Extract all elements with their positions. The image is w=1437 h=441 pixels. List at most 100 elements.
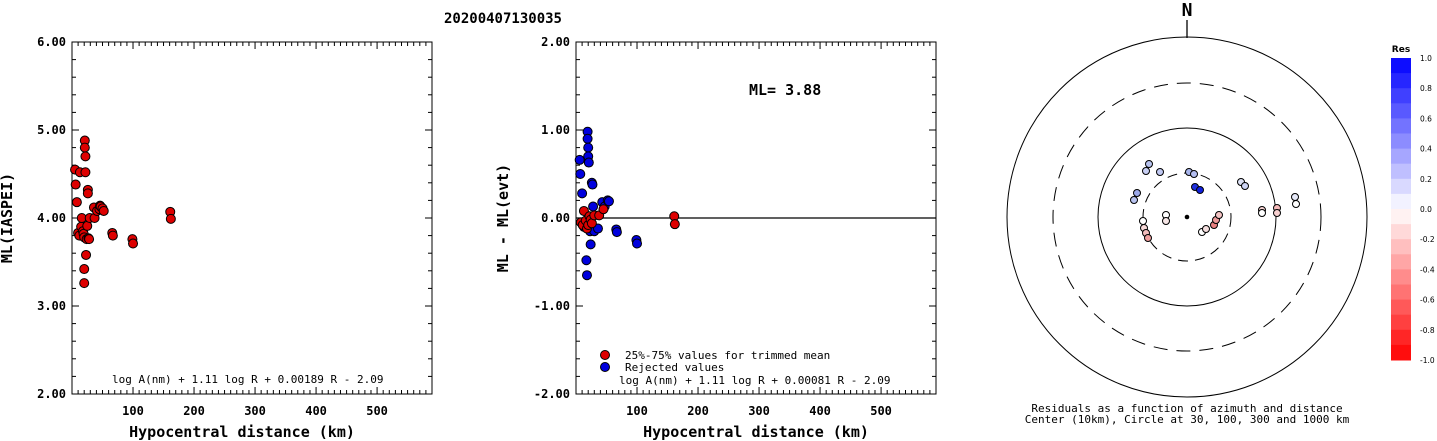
colorbar-label: -0.2 — [1420, 235, 1435, 244]
rejected-point — [574, 154, 585, 165]
residual-point — [1139, 217, 1147, 225]
rejected-point — [583, 157, 594, 168]
legend-accepted-marker — [600, 350, 610, 360]
colorbar-cell — [1391, 344, 1411, 361]
x-tick-label: 400 — [809, 404, 831, 418]
y-tick-label: 2.00 — [37, 387, 66, 401]
y-tick-label: -2.00 — [534, 387, 570, 401]
colorbar-cell — [1391, 103, 1411, 119]
polar-center — [1184, 214, 1190, 220]
y-tick-label: 5.00 — [37, 123, 66, 137]
colorbar-cell — [1391, 163, 1411, 180]
colorbar-cell — [1391, 118, 1411, 134]
colorbar-label: 1.0 — [1420, 54, 1432, 63]
colorbar-cell — [1391, 148, 1411, 165]
left-x-axis-label: Hypocentral distance (km) — [129, 423, 355, 441]
x-tick-label: 100 — [122, 404, 144, 418]
residual-point — [1133, 189, 1141, 197]
colorbar-cell — [1391, 58, 1411, 74]
left-formula: log A(nm) + 1.11 log R + 0.00189 R - 2.0… — [112, 373, 384, 386]
x-tick-label: 500 — [366, 404, 388, 418]
data-point — [82, 188, 93, 199]
polar-plot: N Residuals as a function of azimuth and… — [1006, 0, 1368, 426]
x-tick-label: 300 — [748, 404, 770, 418]
data-point — [79, 264, 90, 275]
data-point — [80, 167, 91, 178]
colorbar-cell — [1391, 193, 1411, 210]
colorbar-cell — [1391, 269, 1411, 285]
rejected-point — [581, 270, 592, 281]
y-tick-label: 2.00 — [541, 35, 570, 49]
colorbar-cell — [1391, 133, 1411, 150]
right-data-points — [574, 126, 680, 281]
legend-rejected-marker — [600, 362, 610, 372]
residual-point — [1144, 234, 1152, 242]
right-plot: -2.00 -1.00 0.00 1.00 2.00 100 200 300 400 500 ML… — [494, 35, 937, 441]
left-axis-ticks: 2.00 3.00 4.00 5.00 6.00 100 200 300 400 500 — [37, 35, 432, 418]
rejected-point — [582, 133, 593, 144]
y-tick-label: -1.00 — [534, 299, 570, 313]
right-y-axis-label: ML - ML(evt) — [494, 164, 512, 272]
right-axis-ticks: -2.00 -1.00 0.00 1.00 2.00 100 200 300 400 500 — [534, 35, 936, 418]
data-point — [79, 142, 90, 153]
colorbar-cell — [1391, 73, 1411, 89]
data-point — [165, 213, 176, 224]
colorbar-cell — [1391, 329, 1411, 346]
colorbar-cell — [1391, 224, 1411, 240]
ml-value: ML= 3.88 — [749, 81, 821, 99]
left-data-points — [70, 135, 176, 289]
ring-300km — [1052, 82, 1322, 352]
y-tick-label: 0.00 — [541, 211, 570, 225]
rejected-point — [588, 201, 599, 212]
colorbar-label: 0.4 — [1420, 145, 1432, 154]
polar-residual-points — [1130, 160, 1300, 242]
colorbar-label: -0.6 — [1420, 296, 1435, 305]
colorbar-cells — [1391, 58, 1411, 361]
colorbar-cell — [1391, 284, 1411, 301]
residual-point — [1258, 209, 1266, 217]
rejected-point — [587, 179, 598, 190]
y-tick-label: 6.00 — [37, 35, 66, 49]
colorbar: Res 1.0 0.8 0.6 0.4 0.2 0.0 -0.2 -0.4 -0.6 -0.8 -1… — [1391, 45, 1435, 365]
residual-point — [1292, 200, 1300, 208]
colorbar-label: 0.6 — [1420, 114, 1432, 123]
legend-accepted-label: 25%-75% values for trimmed mean — [625, 349, 830, 362]
residual-point — [1196, 186, 1204, 194]
x-tick-label: 200 — [183, 404, 205, 418]
left-y-axis-label: ML(IASPEI) — [0, 173, 16, 263]
residual-point — [1130, 196, 1138, 204]
residual-point — [1273, 209, 1281, 217]
x-tick-label: 400 — [305, 404, 327, 418]
right-x-axis-label: Hypocentral distance (km) — [643, 423, 869, 441]
residual-point — [1215, 211, 1223, 219]
data-point — [71, 197, 82, 208]
y-tick-label: 3.00 — [37, 299, 66, 313]
north-label: N — [1182, 0, 1193, 21]
data-point — [128, 238, 139, 249]
colorbar-cell — [1391, 88, 1411, 104]
colorbar-cell — [1391, 254, 1411, 270]
x-tick-label: 200 — [687, 404, 709, 418]
colorbar-label: 0.8 — [1420, 84, 1432, 93]
residual-point — [1241, 182, 1249, 190]
rejected-point — [603, 196, 614, 207]
left-plot-frame — [71, 41, 433, 395]
colorbar-label: 0.0 — [1420, 205, 1432, 214]
residual-point — [1145, 160, 1153, 168]
rejected-point — [585, 239, 596, 250]
rejected-point — [583, 142, 594, 153]
rejected-point — [632, 238, 643, 249]
colorbar-cell — [1391, 209, 1411, 225]
data-point — [98, 205, 109, 216]
accepted-point — [598, 204, 609, 215]
x-tick-label: 500 — [870, 404, 892, 418]
colorbar-title: Res — [1392, 45, 1410, 55]
accepted-point — [669, 219, 680, 230]
data-point — [70, 179, 81, 190]
rejected-point — [575, 169, 586, 179]
legend-rejected-label: Rejected values — [625, 361, 724, 374]
y-tick-label: 4.00 — [37, 211, 66, 225]
residual-point — [1142, 167, 1150, 175]
residual-point — [1202, 225, 1210, 233]
residual-point — [1162, 217, 1170, 225]
